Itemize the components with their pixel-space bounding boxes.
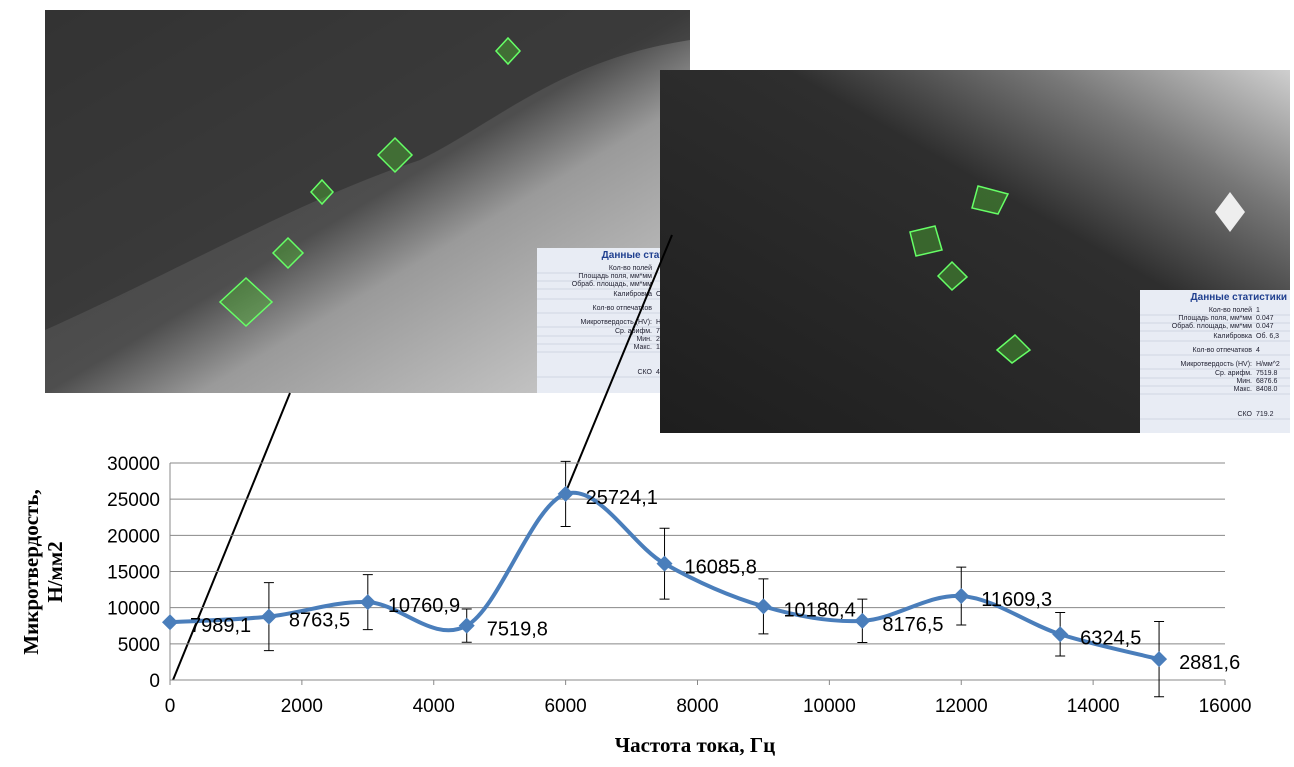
stats-title: Данные статистики: [1191, 292, 1287, 303]
x-tick-label: 2000: [281, 696, 323, 717]
y-tick-label: 25000: [107, 490, 160, 511]
data-point: [261, 609, 277, 625]
stats-label: СКО: [638, 369, 653, 376]
y-tick-label: 0: [149, 671, 160, 692]
stats-value: 6876.6: [1256, 378, 1278, 385]
data-label: 11609,3: [981, 589, 1052, 611]
x-tick-label: 16000: [1199, 696, 1252, 717]
stats-label: Площадь поля, мм*мм: [1178, 315, 1252, 322]
stats-label: Кол-во полей: [609, 264, 652, 272]
y-tick-label: 30000: [107, 454, 160, 475]
stats-value: 8408.0: [1256, 386, 1278, 393]
data-label: 25724,1: [586, 487, 658, 509]
stats-label: Кол-во полей: [1209, 306, 1252, 314]
y-tick-label: 10000: [107, 599, 160, 620]
stats-value: 1: [1256, 307, 1260, 314]
data-label: 8763,5: [289, 610, 350, 632]
data-point: [755, 598, 771, 614]
data-point: [1052, 626, 1068, 642]
x-tick-label: 12000: [935, 696, 988, 717]
y-tick-label: 15000: [107, 563, 160, 584]
stats-label: Обраб. площадь, мм*мм: [1172, 322, 1252, 330]
page: Данные статистиКол-во полейПлощадь поля,…: [0, 0, 1294, 767]
data-label: 7519,8: [487, 619, 548, 641]
data-point: [162, 614, 178, 630]
stats-value: 0.047: [1256, 323, 1274, 330]
data-label: 16085,8: [685, 557, 757, 579]
data-point: [1151, 651, 1167, 667]
x-axis-title: Частота тока, Гц: [615, 733, 776, 757]
stats-label: Макс.: [1234, 386, 1252, 393]
stats-value: 0.047: [1256, 315, 1274, 322]
y-tick-label: 5000: [118, 635, 160, 656]
stats-label: Калибровка: [1213, 332, 1252, 340]
y-axis-title: Микротвердость,: [19, 489, 43, 654]
figure: Данные статистиКол-во полейПлощадь поля,…: [0, 0, 1294, 767]
x-tick-label: 10000: [803, 696, 856, 717]
data-label: 2881,6: [1179, 652, 1240, 674]
stats-value: 719.2: [1256, 411, 1274, 418]
stats-label: Макс.: [634, 344, 652, 351]
data-point: [953, 588, 969, 604]
micrograph-right: Данные статистики Кол-во полей 1 Площадь по…: [660, 70, 1290, 433]
stats-label: Микротвердость (HV):: [1180, 361, 1252, 368]
stats-value: 7519.8: [1256, 370, 1278, 377]
stats-label: Обраб. площадь, мм*мм: [572, 280, 652, 288]
x-tick-label: 8000: [676, 696, 718, 717]
data-point: [854, 613, 870, 629]
stats-label: Кол-во отпечатков: [1193, 347, 1253, 354]
x-tick-label: 4000: [413, 696, 455, 717]
data-label: 7989,1: [190, 615, 251, 637]
stats-label: СКО: [1238, 411, 1253, 418]
data-label: 6324,5: [1080, 627, 1141, 649]
stats-value: Н/мм^2: [1256, 361, 1280, 368]
stats-value: 4: [1256, 347, 1260, 354]
stats-label: Микротвердость (HV):: [580, 319, 652, 326]
data-label: 10760,9: [388, 595, 460, 617]
stats-label: Мин.: [636, 336, 652, 343]
y-axis-title: Н/мм2: [43, 541, 67, 602]
x-tick-label: 14000: [1067, 696, 1120, 717]
data-label: 10180,4: [783, 599, 855, 621]
data-label: 8176,5: [882, 614, 943, 636]
stats-label: Площадь поля, мм*мм: [578, 273, 652, 280]
stats-value: Об. 6,3: [1256, 332, 1279, 340]
stats-label: Мин.: [1236, 378, 1252, 385]
x-tick-label: 0: [165, 696, 176, 717]
stats-label: Ср. арифм.: [1215, 370, 1252, 377]
y-tick-label: 20000: [107, 526, 160, 547]
x-tick-label: 6000: [544, 696, 586, 717]
